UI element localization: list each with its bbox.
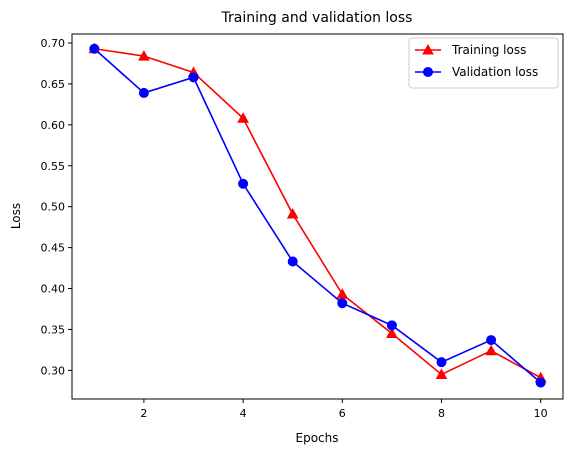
- legend-box: [408, 37, 559, 89]
- series-layer: [88, 42, 547, 388]
- validation-loss-point: [386, 320, 397, 331]
- y-tick-label: 0.70: [41, 37, 66, 50]
- validation-loss-point: [337, 298, 348, 309]
- x-axis-label: Epochs: [296, 431, 339, 445]
- validation-loss-series: [89, 43, 546, 388]
- legend: Training loss Validation loss: [408, 37, 559, 89]
- y-tick-label: 0.65: [41, 78, 66, 91]
- training-loss-point: [237, 112, 249, 123]
- training-loss-line: [94, 47, 542, 379]
- y-axis-label: Loss: [9, 203, 23, 229]
- x-axis: 2 4 6 8 10: [140, 399, 548, 420]
- x-tick-label: 6: [339, 407, 346, 420]
- training-loss-point: [485, 344, 497, 356]
- validation-loss-point: [486, 335, 497, 346]
- x-tick-label: 8: [438, 407, 445, 420]
- legend-marker: [423, 67, 433, 77]
- validation-loss-point: [436, 357, 447, 368]
- training-loss-point: [336, 288, 349, 299]
- validation-loss-point: [89, 43, 100, 54]
- y-tick-label: 0.50: [41, 201, 66, 214]
- validation-loss-line: [93, 48, 542, 384]
- x-tick-label: 2: [140, 407, 147, 420]
- y-tick-label: 0.40: [41, 283, 66, 296]
- y-tick-label: 0.45: [41, 242, 66, 255]
- legend-label: Validation loss: [452, 65, 538, 79]
- training-loss-point: [138, 50, 150, 61]
- y-axis: 0.30 0.35 0.40 0.45 0.50 0.55 0.60 0.65 0.70: [41, 37, 72, 377]
- y-tick-label: 0.55: [41, 160, 66, 173]
- chart-title: Training and validation loss: [221, 10, 413, 26]
- training-loss-point: [386, 327, 398, 339]
- validation-loss-point: [138, 87, 149, 98]
- y-tick-label: 0.30: [41, 364, 66, 377]
- validation-loss-point: [535, 377, 546, 388]
- y-tick-label: 0.35: [41, 323, 66, 336]
- validation-loss-point: [188, 72, 199, 83]
- validation-loss-point: [287, 256, 298, 267]
- y-tick-label: 0.60: [41, 119, 66, 132]
- legend-item-training-loss: Training loss: [415, 43, 526, 57]
- validation-loss-point: [238, 178, 249, 189]
- legend-item-validation-loss: Validation loss: [415, 65, 538, 79]
- training-loss-point: [286, 208, 299, 219]
- legend-marker: [422, 43, 434, 55]
- x-tick-label: 4: [240, 407, 247, 420]
- training-loss-point: [435, 368, 448, 379]
- x-tick-label: 10: [534, 407, 548, 420]
- plot-area: [71, 33, 564, 400]
- legend-label: Training loss: [451, 43, 526, 57]
